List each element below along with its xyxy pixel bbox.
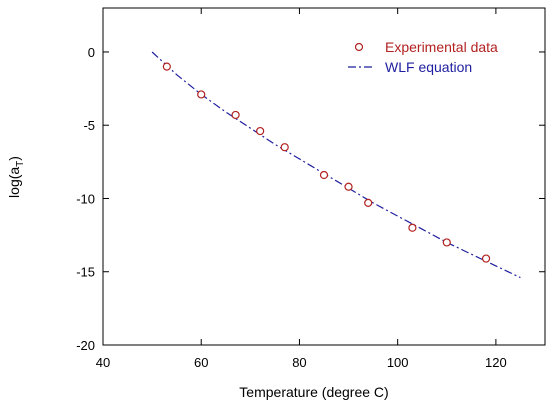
experimental-point-4 <box>280 143 289 152</box>
y-tick-label--15: -15 <box>76 265 95 280</box>
x-tick-label-120: 120 <box>485 355 507 370</box>
x-tick-label-40: 40 <box>96 355 110 370</box>
y-tick-label--10: -10 <box>76 191 95 206</box>
y-axis-label: log(aT) <box>6 156 26 198</box>
legend-marker-experimental <box>354 42 364 52</box>
x-axis-label: Temperature (degree C) <box>239 384 388 400</box>
series-line-group <box>151 51 521 279</box>
x-tick-label-60: 60 <box>194 355 208 370</box>
tick-labels: 40 60 80 100 120 0 -5 -10 -15 -20 <box>76 45 507 370</box>
y-tick-label--5: -5 <box>83 118 95 133</box>
experimental-point-6 <box>344 182 353 191</box>
series-markers-group <box>162 62 491 263</box>
experimental-point-1 <box>197 90 206 99</box>
plot-frame <box>102 7 546 346</box>
x-tick-label-80: 80 <box>292 355 306 370</box>
experimental-point-8 <box>408 223 417 232</box>
y-tick-label--20: -20 <box>76 338 95 353</box>
legend-label-wlf: WLF equation <box>385 59 472 75</box>
y-axis-label-subscript: T <box>15 161 26 167</box>
experimental-point-9 <box>442 238 451 247</box>
experimental-point-5 <box>319 170 329 180</box>
experimental-point-10 <box>481 254 491 263</box>
experimental-point-7 <box>364 198 373 207</box>
x-tick-label-100: 100 <box>387 355 409 370</box>
experimental-point-2 <box>231 110 240 120</box>
series-line-wlf-equation <box>151 51 521 279</box>
experimental-point-0 <box>162 62 171 71</box>
legend-label-experimental: Experimental data <box>385 39 498 55</box>
y-tick-label-0: 0 <box>88 45 95 60</box>
legend: Experimental data WLF equation <box>348 39 498 75</box>
experimental-point-3 <box>256 126 265 136</box>
axis-ticks <box>102 8 545 346</box>
